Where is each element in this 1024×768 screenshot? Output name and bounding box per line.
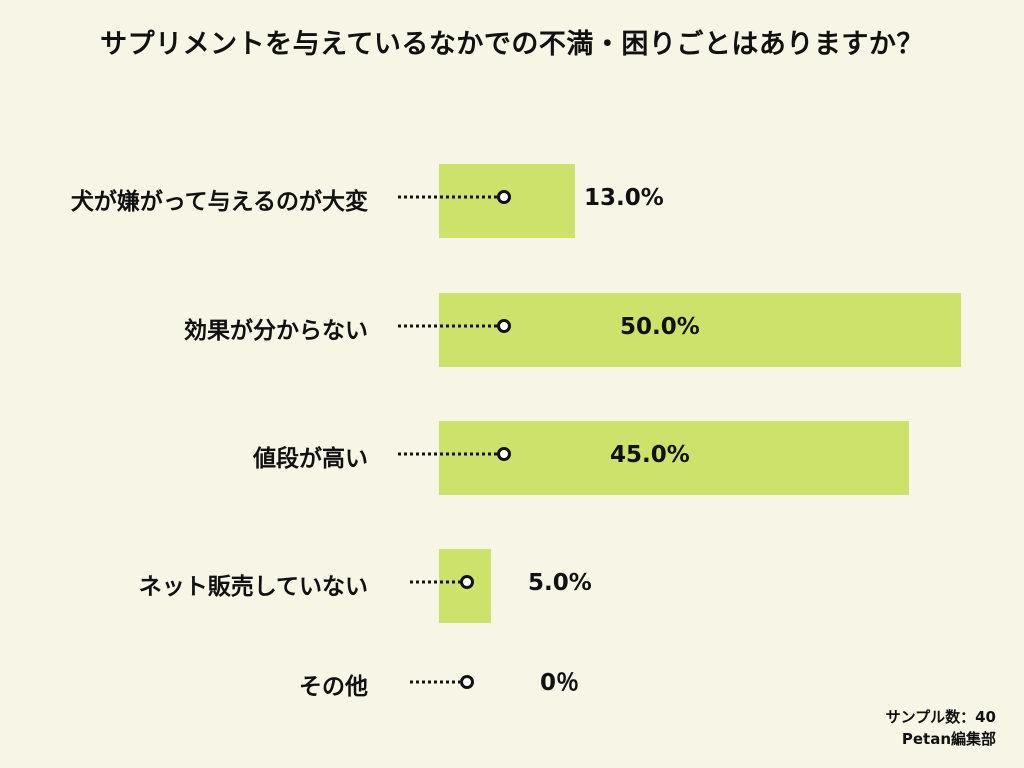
- category-label: 効果が分からない: [184, 317, 368, 344]
- value-label: 5.0%: [528, 570, 592, 596]
- leader-marker: [497, 190, 511, 204]
- chart-footer: サンプル数：40 Petan編集部: [886, 706, 996, 750]
- value-label: 0％: [540, 670, 579, 696]
- category-label: その他: [299, 674, 368, 700]
- sample-size-note: サンプル数：40: [885, 708, 996, 726]
- value-label: 13.0%: [584, 185, 664, 211]
- category-label: ネット販売していない: [139, 574, 368, 600]
- chart-title: サプリメントを与えているなかでの不満・困りごとはありますか？: [100, 29, 924, 60]
- value-label: 45.0%: [610, 442, 690, 468]
- leader-marker: [497, 319, 511, 333]
- category-label: 犬が嫌がって与えるのが大変: [71, 188, 368, 215]
- leader-marker: [460, 675, 474, 689]
- category-label: 値段が高い: [252, 445, 368, 472]
- leader-marker: [497, 447, 511, 461]
- bar: [439, 421, 909, 495]
- source-note: Petan編集部: [901, 730, 996, 748]
- value-label: 50.0%: [620, 314, 700, 340]
- leader-marker: [460, 575, 474, 589]
- bar: [439, 293, 961, 367]
